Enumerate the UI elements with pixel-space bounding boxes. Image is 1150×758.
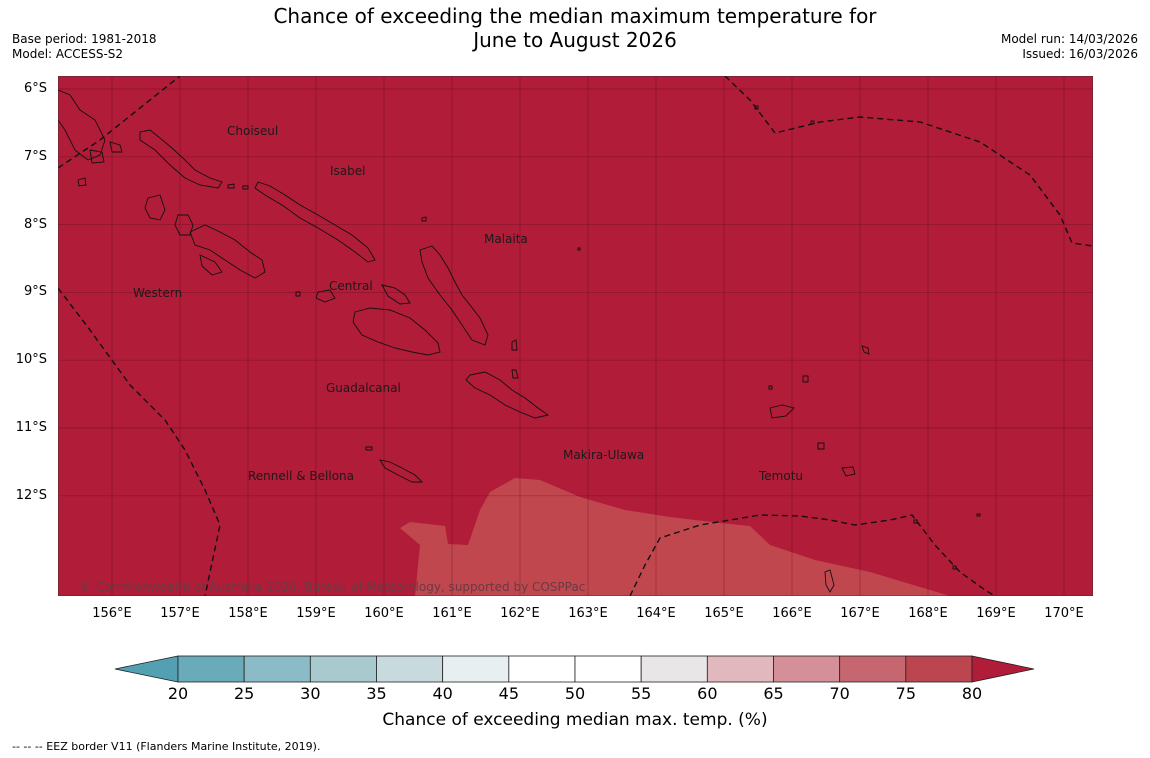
colorbar-segment: [376, 655, 444, 683]
longitude-label: 157°E: [160, 606, 200, 621]
longitude-label: 156°E: [92, 606, 132, 621]
colorbar-segment: [706, 655, 774, 683]
colorbar-segment: [508, 655, 576, 683]
probability-fill-75-80: [400, 478, 950, 596]
region-label-western: Western: [133, 286, 183, 300]
region-label-makira-ulawa: Makira-Ulawa: [563, 448, 645, 462]
longitude-label: 159°E: [296, 606, 336, 621]
colorbar-tick-label: 75: [895, 684, 917, 703]
colorbar-tick-label: 60: [697, 684, 718, 703]
longitude-label: 162°E: [500, 606, 540, 621]
eez-border-north-west: [58, 76, 181, 169]
longitude-label: 168°E: [908, 606, 948, 621]
colorbar-tick-label: 25: [233, 684, 255, 703]
colorbar-tick-label: 50: [564, 684, 586, 703]
colorbar-tick-label: 55: [630, 684, 652, 703]
title-line-2: June to August 2026: [473, 28, 677, 52]
map-title: Chance of exceeding the median maximum t…: [0, 4, 1150, 52]
graticule: [58, 76, 1093, 596]
longitude-label: 158°E: [228, 606, 268, 621]
longitude-label: 167°E: [840, 606, 880, 621]
eez-legend-text: -- -- -- EEZ border V11 (Flanders Marine…: [12, 740, 321, 753]
colorbar-segment: [177, 655, 245, 683]
colorbar-tick-label: 35: [366, 684, 387, 703]
colorbar-tick-label: 30: [300, 684, 321, 703]
colorbar-segment: [905, 655, 973, 683]
longitude-label: 165°E: [704, 606, 744, 621]
meta-left: Base period: 1981-2018 Model: ACCESS-S2: [12, 32, 157, 62]
colorbar-segment: [839, 655, 907, 683]
rennell-coast: [379, 459, 424, 483]
colorbar-tick-label: 20: [167, 684, 189, 703]
region-label-malaita: Malaita: [484, 232, 528, 246]
island-coastlines: [58, 89, 981, 593]
choiseul-coast: [139, 129, 223, 189]
new-georgia-coast: [144, 194, 166, 221]
eez-border-north-east: [724, 76, 1093, 247]
malaita-coast: [419, 245, 489, 346]
makira-coast: [465, 371, 550, 419]
latitude-label: 7°S: [23, 148, 47, 164]
eez-border-south-west: [58, 287, 221, 596]
colorbar-tick-label: 45: [498, 684, 520, 703]
latitude-label: 10°S: [15, 352, 47, 368]
colorbar-segment: [442, 655, 510, 683]
guadalcanal-coast: [352, 307, 441, 356]
colorbar-tick-label: 80: [961, 684, 983, 703]
latitude-label: 8°S: [23, 216, 47, 232]
region-label-isabel: Isabel: [330, 164, 366, 178]
colorbar-segment: [773, 655, 841, 683]
longitude-label: 161°E: [432, 606, 472, 621]
latitude-label: 6°S: [23, 81, 47, 96]
base-period-text: Base period: 1981-2018: [12, 32, 157, 46]
central-islands-coast: [315, 289, 336, 303]
colorbar-label: Chance of exceeding median max. temp. (%…: [382, 710, 768, 730]
meta-right: Model run: 14/03/2026 Issued: 16/03/2026: [1001, 32, 1138, 62]
isabel-coast: [254, 181, 376, 263]
colorbar-high-extension: [971, 655, 1035, 683]
bougainville-coast: [58, 89, 106, 161]
longitude-label: 163°E: [568, 606, 608, 621]
colorbar-segment: [243, 655, 311, 683]
model-text: Model: ACCESS-S2: [12, 47, 124, 61]
longitude-label: 169°E: [976, 606, 1016, 621]
colorbar-segment: [574, 655, 642, 683]
colorbar-segment: [309, 655, 377, 683]
longitude-label: 170°E: [1044, 606, 1084, 621]
colorbar-tick-label: 70: [829, 684, 850, 703]
title-line-1: Chance of exceeding the median maximum t…: [273, 4, 877, 28]
colorbar-segment: [640, 655, 708, 683]
latitude-label: 9°S: [23, 284, 47, 300]
santa-cruz-coast: [769, 404, 795, 419]
colorbar-tick-label: 65: [763, 684, 784, 703]
region-label-central: Central: [329, 279, 373, 293]
region-label-rennell-bellona: Rennell & Bellona: [248, 469, 355, 483]
region-label-guadalcanal: Guadalcanal: [326, 381, 401, 395]
region-label-choiseul: Choiseul: [227, 124, 279, 138]
longitude-label: 164°E: [636, 606, 676, 621]
longitude-label: 160°E: [364, 606, 404, 621]
longitude-label: 166°E: [772, 606, 812, 621]
colorbar-low-extension: [114, 655, 179, 683]
colorbar-segments: [177, 655, 973, 683]
issued-text: Issued: 16/03/2026: [1022, 47, 1138, 61]
copyright-text: © Commonwealth of Australia 2026, Bureau…: [80, 580, 586, 594]
colorbar-tick-label: 40: [432, 684, 453, 703]
region-label-temotu: Temotu: [759, 469, 804, 483]
latitude-label: 11°S: [15, 420, 47, 435]
latitude-label: 12°S: [15, 487, 47, 503]
model-run-text: Model run: 14/03/2026: [1000, 32, 1138, 46]
